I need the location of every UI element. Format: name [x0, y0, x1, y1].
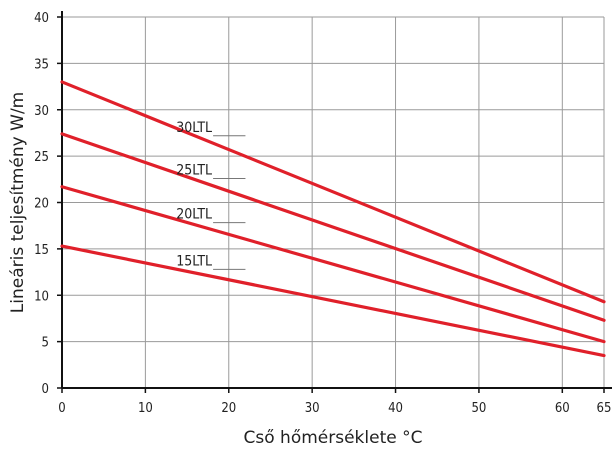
y-tick-label: 0	[42, 382, 49, 397]
y-tick-label: 40	[34, 11, 49, 26]
y-tick-label: 35	[34, 57, 49, 72]
y-axis-title: Lineáris teljesítmény W/m	[8, 92, 28, 313]
series-lines	[60, 80, 606, 358]
ticks: 0 10 20 30 40 50 60 65 0 5 10 15 20 25 30 35 40	[34, 11, 611, 416]
x-tick-label: 65	[597, 401, 612, 416]
grid	[62, 16, 605, 388]
series-label: 20LTL	[176, 207, 212, 223]
y-tick-label: 30	[34, 104, 49, 119]
series-label: 30LTL	[176, 120, 212, 136]
series-line	[60, 185, 606, 344]
series-line	[60, 80, 606, 304]
x-tick-label: 50	[471, 401, 486, 416]
x-tick-label: 30	[305, 401, 320, 416]
y-tick-label: 10	[34, 289, 49, 304]
y-tick-label: 5	[42, 336, 49, 351]
y-tick-label: 15	[34, 243, 49, 258]
x-tick-label: 10	[138, 401, 153, 416]
x-tick-label: 0	[58, 401, 65, 416]
x-tick-label: 20	[221, 401, 236, 416]
x-axis-title: Cső hőmérséklete °C	[244, 428, 423, 448]
series-labels: 30LTL 25LTL 20LTL 15LTL	[176, 120, 246, 270]
y-tick-label: 20	[34, 197, 49, 212]
series-line	[60, 244, 606, 358]
series-label: 25LTL	[176, 162, 212, 178]
series-label: 15LTL	[176, 253, 212, 269]
x-tick-label: 60	[555, 401, 570, 416]
axes	[61, 11, 612, 389]
y-tick-label: 25	[34, 150, 49, 165]
series-line	[60, 132, 606, 322]
x-tick-label: 40	[388, 401, 403, 416]
